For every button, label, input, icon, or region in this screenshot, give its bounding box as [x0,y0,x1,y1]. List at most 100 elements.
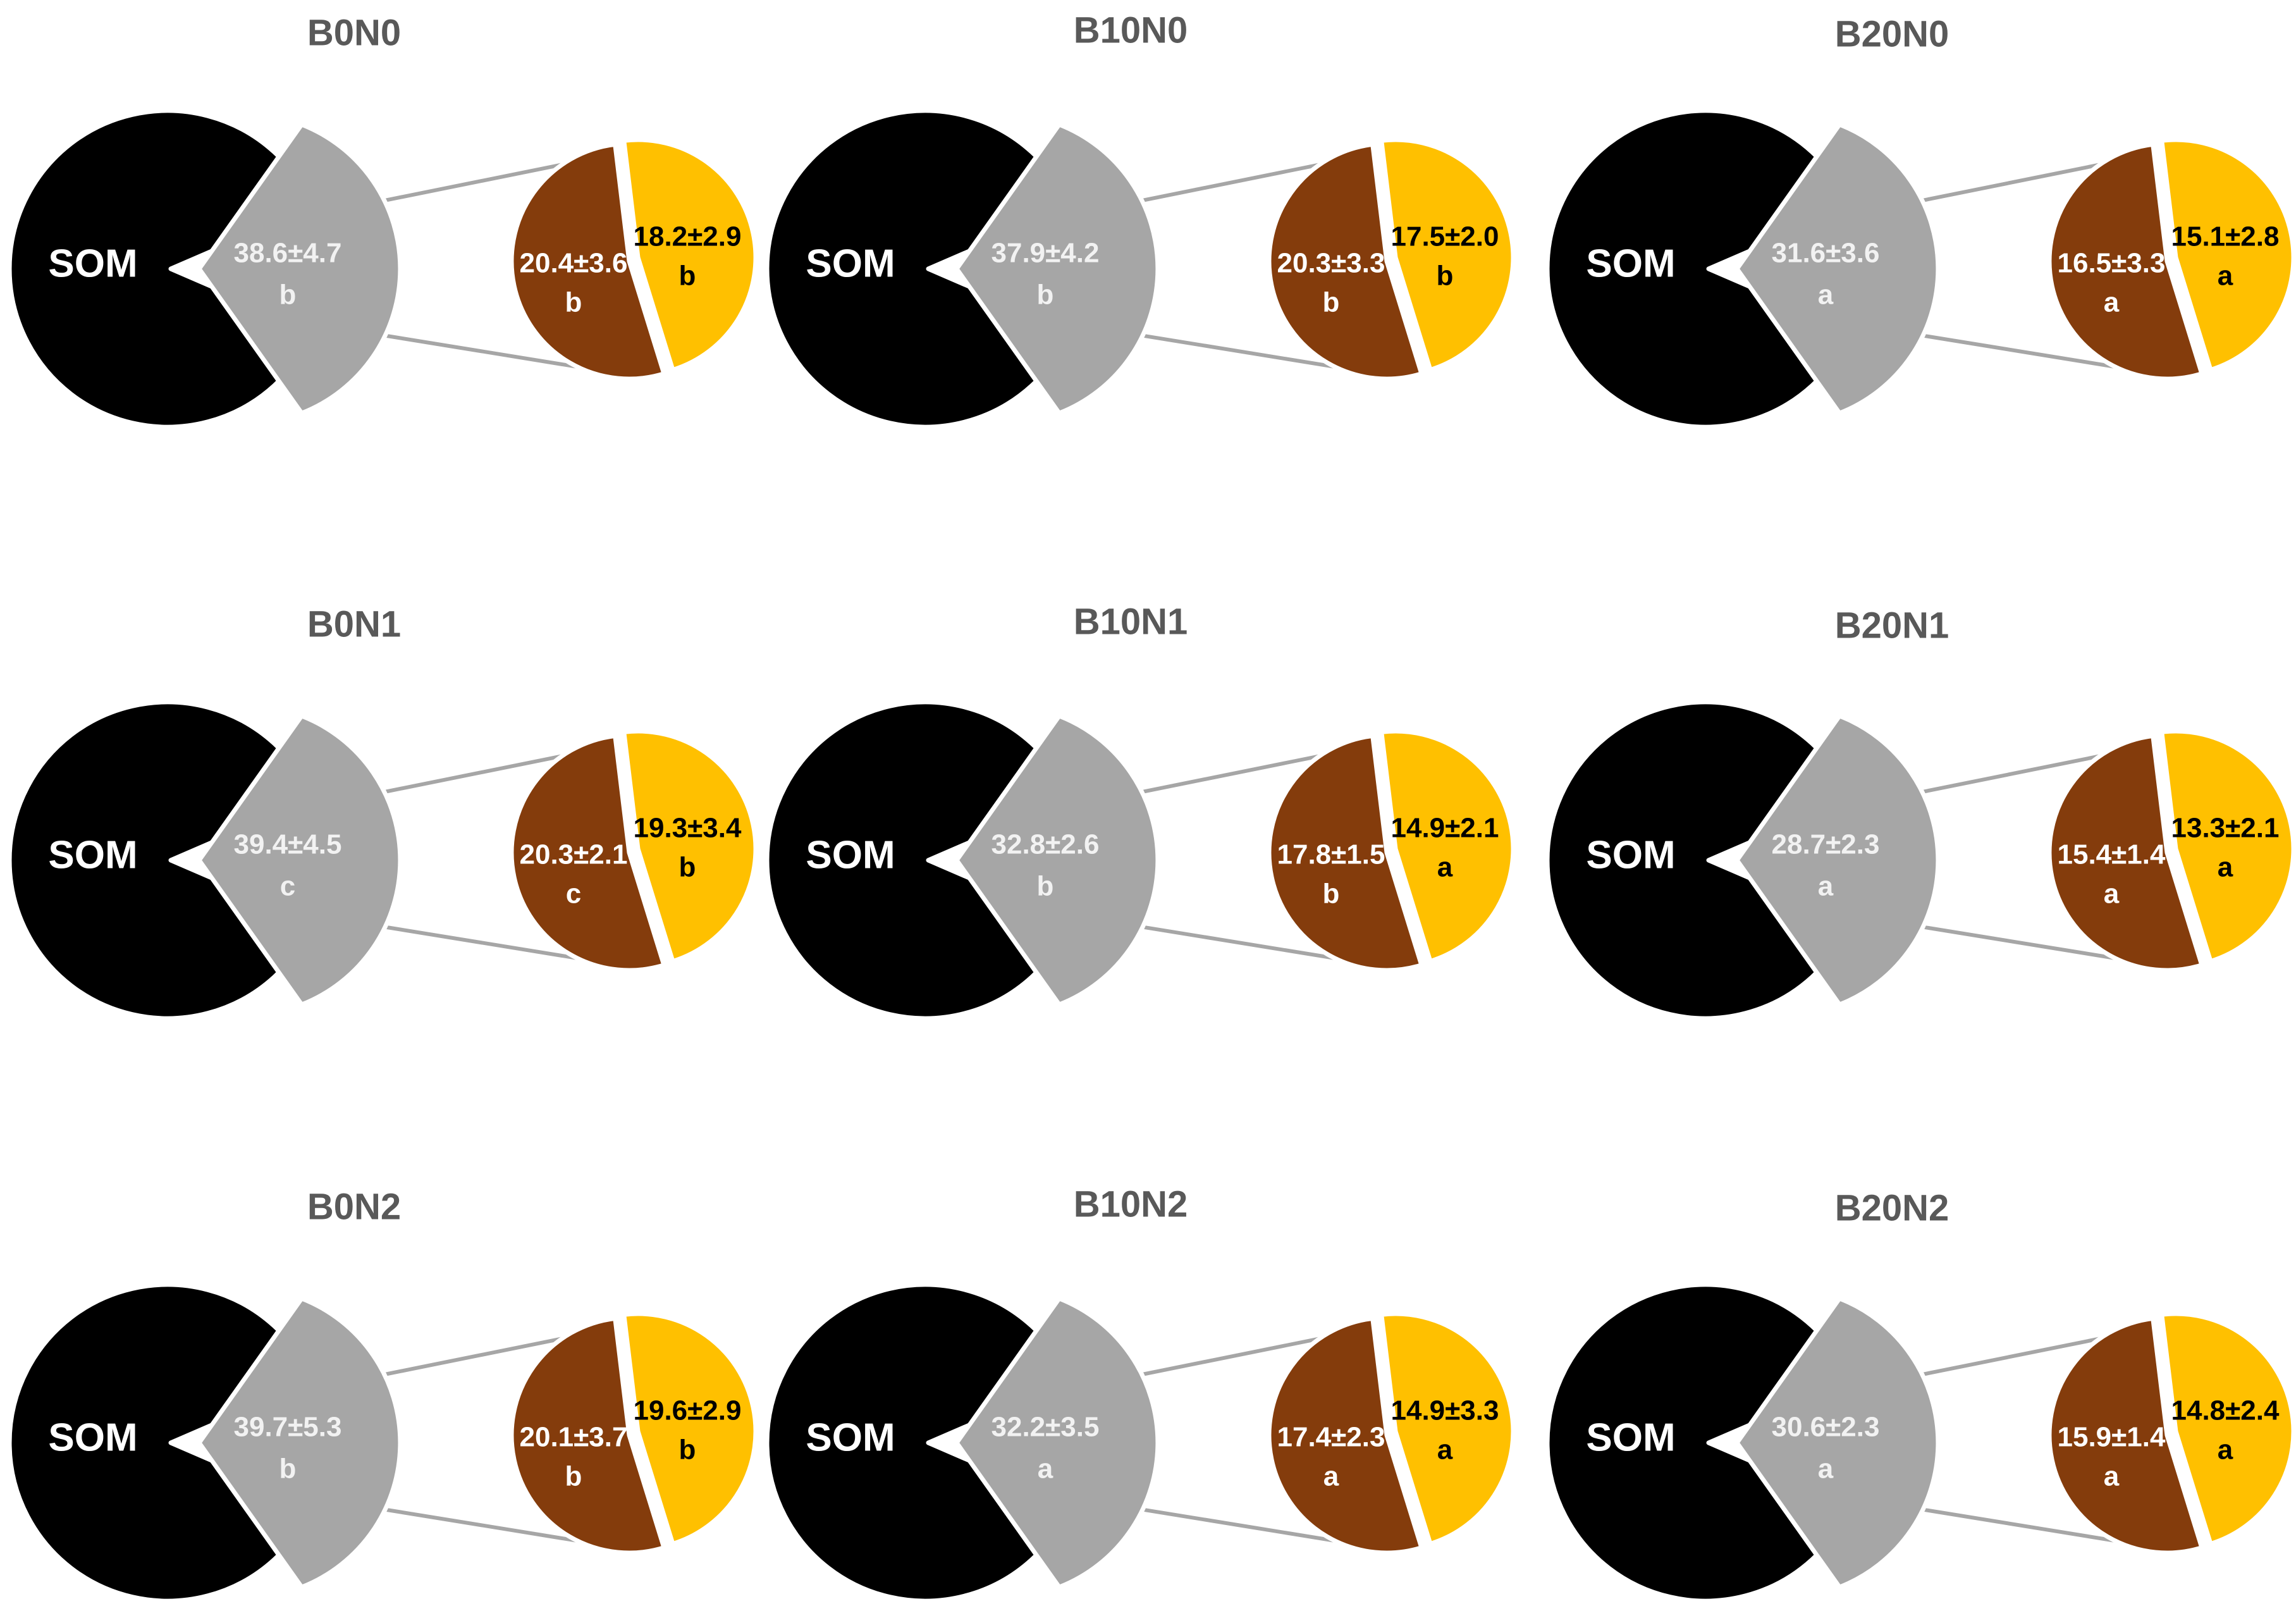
brown-value-label: 20.1±3.7 [520,1422,628,1453]
som-label: SOM [806,242,895,285]
pie-panel-b0n1: B0N1 SOM 39.4±4.5 c 20.3±2.1 c 19.3±3.4 b [7,603,758,1021]
brown-slice [2047,142,2204,381]
gray-letter-label: a [1818,871,1834,902]
brown-slice [2047,1316,2204,1555]
yellow-slice [1379,1311,1516,1547]
brown-letter-label: a [2104,1461,2120,1492]
brown-letter-label: a [2104,287,2120,318]
yellow-value-label: 17.5±2.0 [1391,221,1499,252]
brown-value-label: 20.3±3.3 [1277,248,1385,279]
gray-slice [1734,122,1941,416]
yellow-slice [2159,137,2296,373]
som-slice [764,1282,1073,1603]
yellow-letter-label: b [679,852,696,883]
som-slice [7,108,316,429]
yellow-letter-label: a [2218,1435,2233,1466]
panel-title: B0N2 [307,1186,401,1227]
pie-panel-b20n1: B20N1 SOM 28.7±2.3 a 15.4±1.4 a 13.3±2.1 a [1545,605,2296,1021]
pie-panel-b0n2: B0N2 SOM 39.7±5.3 b 20.1±3.7 b 19.6±2.9 b [7,1186,758,1603]
yellow-letter-label: b [679,1435,696,1466]
yellow-value-label: 19.6±2.9 [634,1395,742,1426]
gray-letter-label: c [280,871,295,902]
gray-letter-label: a [1818,1454,1834,1485]
brown-value-label: 20.4±3.6 [520,248,628,279]
gray-slice [954,1296,1160,1590]
gray-letter-label: b [279,280,297,311]
som-label: SOM [1586,242,1675,285]
yellow-slice [1379,137,1516,373]
panel-title: B20N0 [1835,13,1949,54]
som-slice [1545,1282,1853,1603]
brown-letter-label: a [1323,1461,1339,1492]
som-slice [1545,700,1853,1021]
brown-value-label: 15.9±1.4 [2058,1422,2166,1453]
gray-value-label: 28.7±2.3 [1772,829,1880,860]
panel-title: B20N1 [1835,605,1949,646]
gray-value-label: 38.6±4.7 [234,238,342,269]
brown-letter-label: b [1323,287,1340,318]
gray-slice [197,713,403,1007]
panel-title: B0N1 [307,603,401,645]
pie-panel-b10n0: B10N0 SOM 37.9±4.2 b 20.3±3.3 b 17.5±2.0 b [764,9,1516,429]
yellow-slice [622,729,758,964]
gray-slice [1734,1296,1941,1590]
panel-title: B10N2 [1074,1183,1188,1225]
pie-panel-b10n2: B10N2 SOM 32.2±3.5 a 17.4±2.3 a 14.9±3.3 a [764,1183,1516,1603]
yellow-value-label: 15.1±2.8 [2171,221,2280,252]
som-label: SOM [1586,833,1675,877]
yellow-value-label: 18.2±2.9 [634,221,742,252]
yellow-slice [1379,729,1516,964]
pie-panel-b20n0: B20N0 SOM 31.6±3.6 a 16.5±3.3 a 15.1±2.8 a [1545,13,2296,429]
pie-panel-b20n2: B20N2 SOM 30.6±2.3 a 15.9±1.4 a 14.8±2.4 a [1545,1187,2296,1603]
pie-panel-b0n0: B0N0 SOM 38.6±4.7 b 20.4±3.6 b 18.2±2.9 b [7,12,758,429]
som-slice [1545,108,1853,429]
yellow-letter-label: a [1437,1435,1453,1466]
pie-panel-b10n1: B10N1 SOM 32.8±2.6 b 17.8±1.5 b 14.9±2.1 a [764,601,1516,1021]
panel-title: B20N2 [1835,1187,1949,1228]
gray-slice [1734,713,1941,1007]
som-label: SOM [1586,1416,1675,1459]
gray-letter-label: a [1818,280,1834,311]
gray-slice [954,122,1160,416]
som-slice [764,700,1073,1021]
brown-value-label: 15.4±1.4 [2058,839,2166,870]
som-slice [7,700,316,1021]
yellow-value-label: 14.9±3.3 [1391,1395,1499,1426]
yellow-letter-label: a [2218,852,2233,883]
brown-slice [1267,142,1424,381]
panel-title: B0N0 [307,12,401,53]
brown-value-label: 17.8±1.5 [1277,839,1385,870]
yellow-slice [2159,1311,2296,1547]
yellow-slice [2159,729,2296,964]
gray-letter-label: b [1037,871,1054,902]
som-label: SOM [806,1416,895,1459]
brown-slice [2047,733,2204,973]
som-label: SOM [806,833,895,877]
brown-slice [1267,733,1424,973]
gray-value-label: 31.6±3.6 [1772,238,1880,269]
gray-slice [954,713,1160,1007]
yellow-value-label: 14.9±2.1 [1391,813,1499,844]
panel-title: B10N1 [1074,601,1188,642]
som-label: SOM [48,242,137,285]
yellow-value-label: 19.3±3.4 [634,813,742,844]
gray-value-label: 32.2±3.5 [991,1412,1100,1443]
brown-letter-label: b [1323,879,1340,910]
yellow-value-label: 13.3±2.1 [2171,813,2280,844]
yellow-letter-label: a [2218,261,2233,292]
gray-letter-label: a [1038,1454,1053,1485]
gray-letter-label: b [279,1454,297,1485]
brown-slice [509,142,666,381]
gray-value-label: 30.6±2.3 [1772,1412,1880,1443]
brown-slice [509,1316,666,1555]
brown-value-label: 17.4±2.3 [1277,1422,1385,1453]
yellow-value-label: 14.8±2.4 [2171,1395,2280,1426]
panel-title: B10N0 [1074,9,1188,51]
brown-letter-label: b [565,1461,582,1492]
gray-value-label: 37.9±4.2 [991,238,1100,269]
gray-value-label: 32.8±2.6 [991,829,1100,860]
yellow-letter-label: a [1437,852,1453,883]
yellow-letter-label: b [1437,261,1454,292]
yellow-letter-label: b [679,261,696,292]
